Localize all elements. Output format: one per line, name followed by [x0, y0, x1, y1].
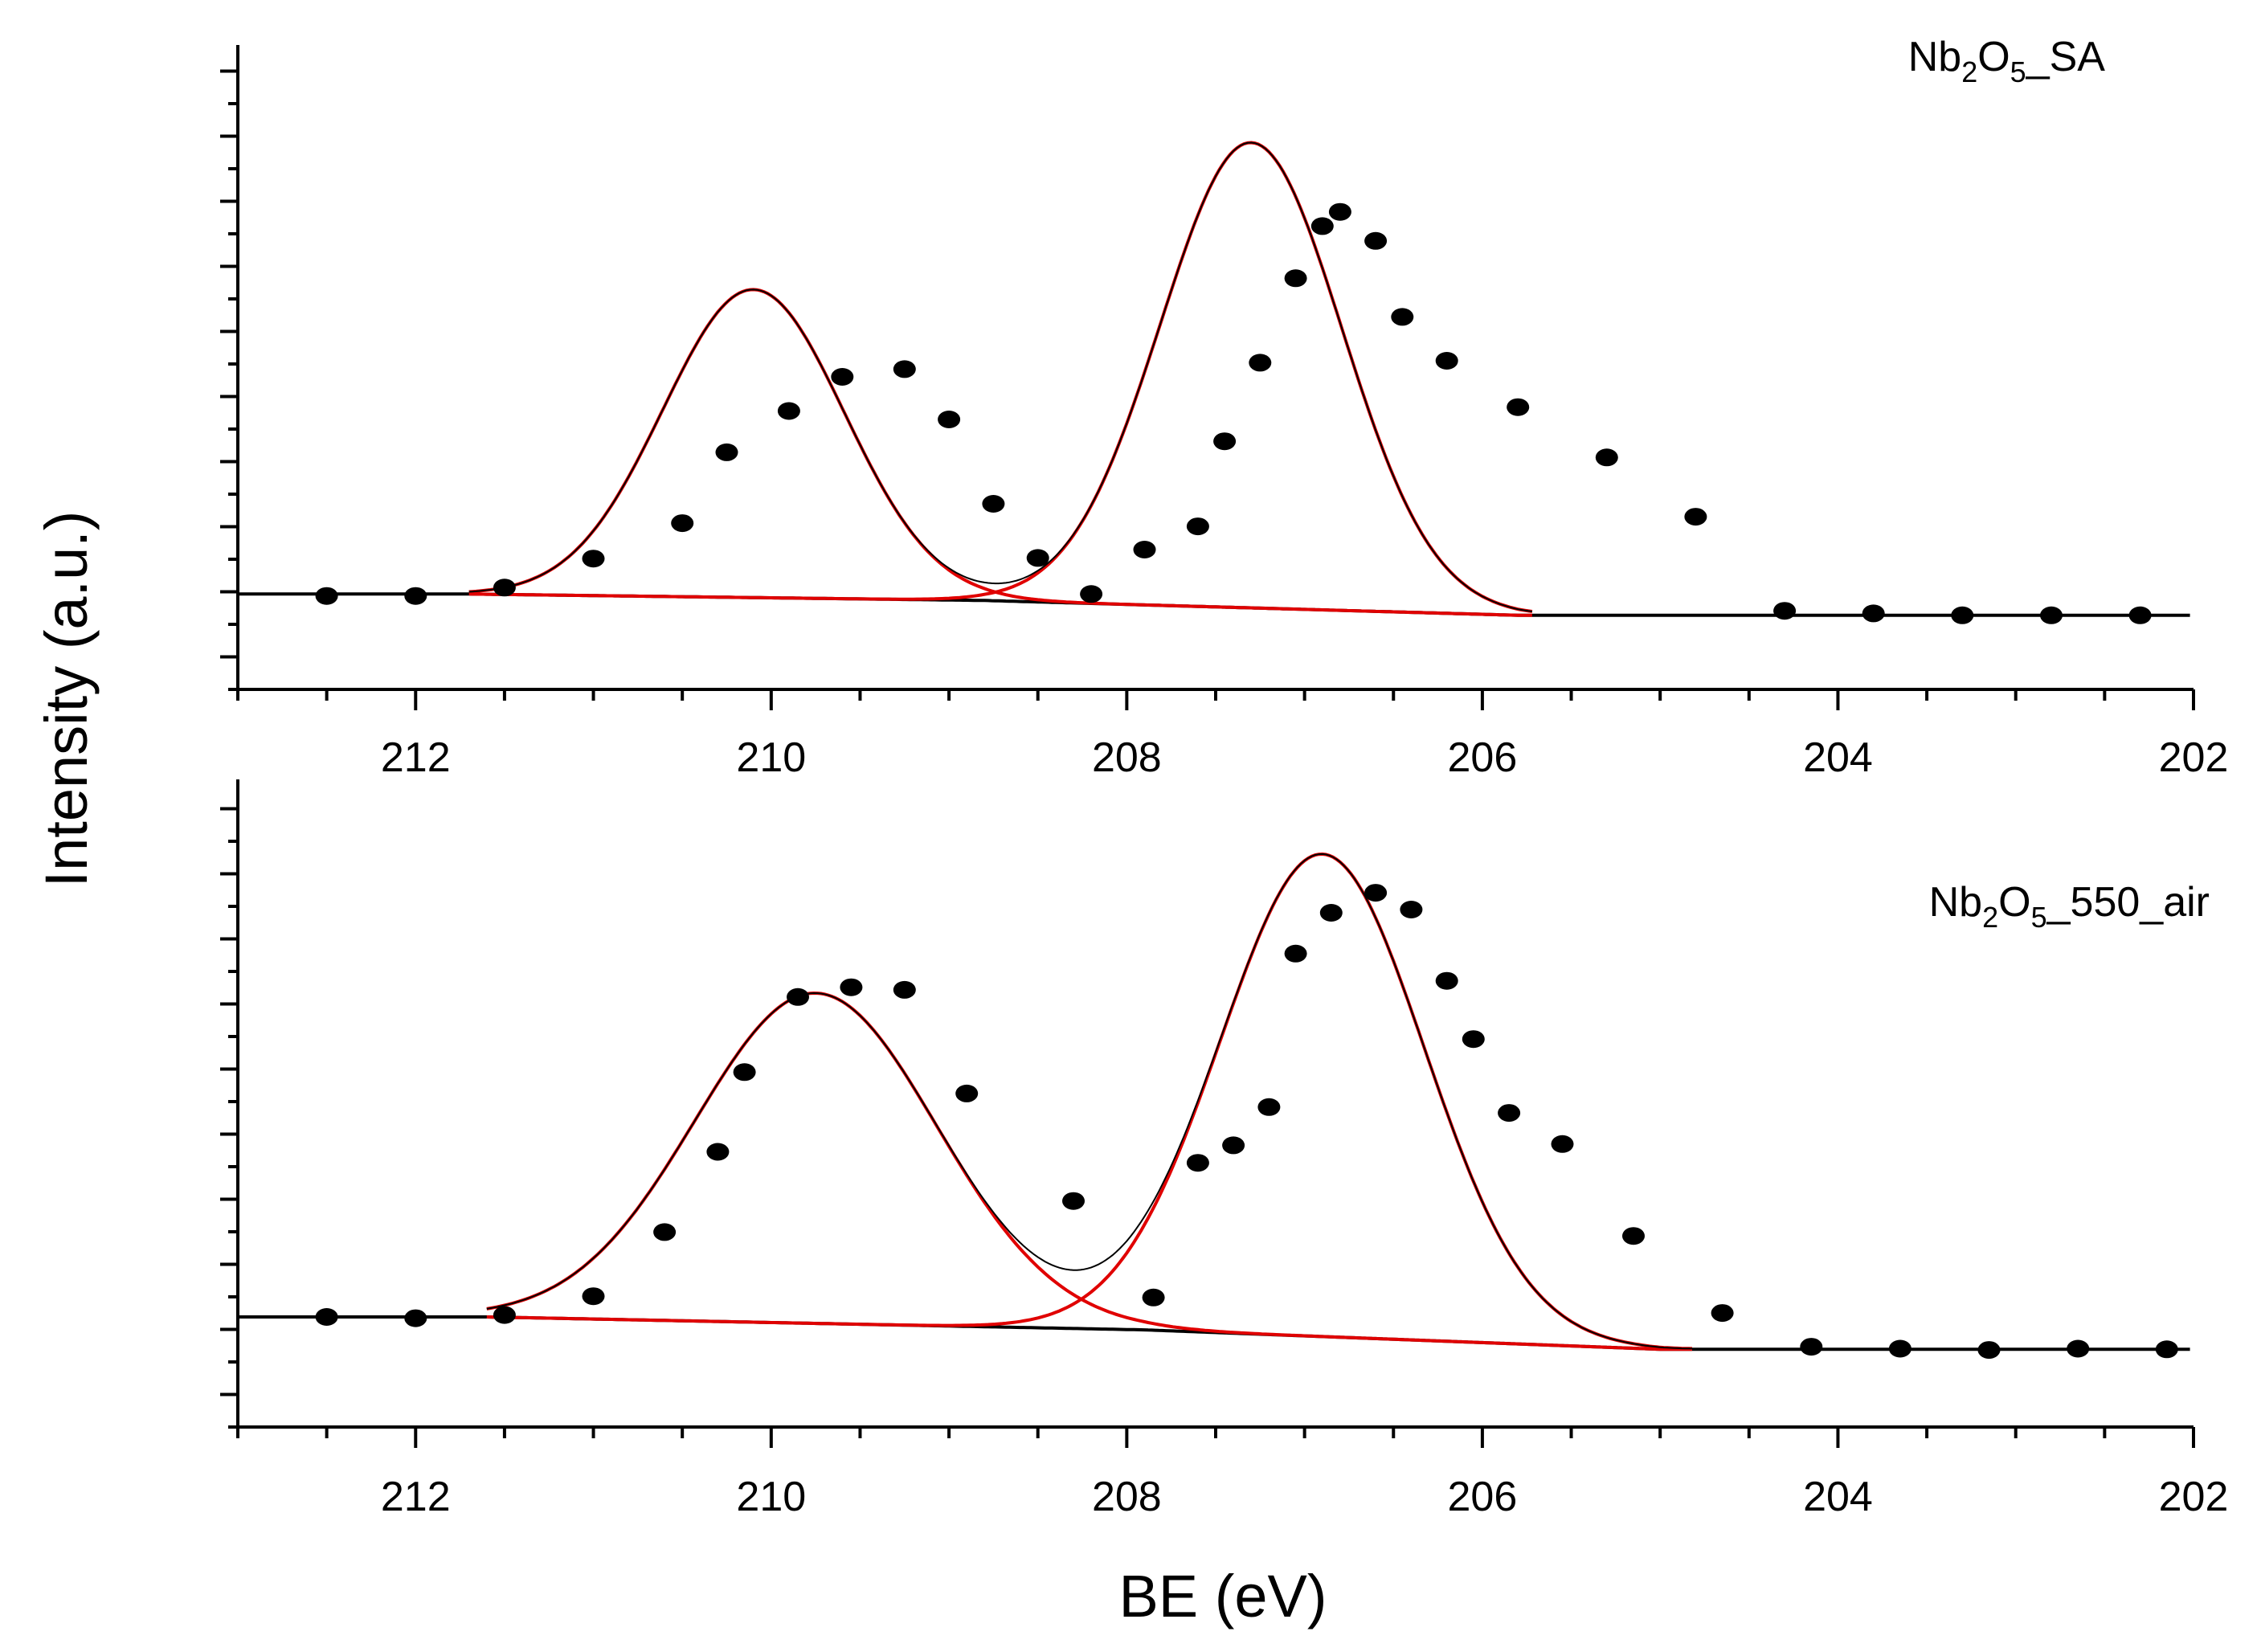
top-panel: Nb2O5_SA 212 210 208 206 204 202 — [220, 34, 2228, 781]
x-tick-label: 208 — [1092, 1474, 1162, 1520]
fit-envelope — [468, 141, 1533, 612]
bottom-panel: Nb2O5_550_air 212 210 208 206 204 202 — [220, 779, 2228, 1520]
data-point — [1773, 602, 1797, 620]
x-tick-label: 202 — [2159, 1474, 2229, 1520]
data-point — [787, 988, 809, 1006]
data-point — [1310, 217, 1334, 235]
data-point — [706, 1143, 730, 1161]
x-tick-label: 210 — [736, 734, 806, 781]
data-point — [840, 978, 863, 996]
data-point — [733, 1063, 756, 1082]
data-point — [404, 1309, 427, 1327]
data-point — [1257, 1098, 1281, 1116]
data-point — [982, 495, 1005, 513]
data-point — [1222, 1136, 1245, 1155]
data-point — [1498, 1104, 1521, 1122]
x-tick-label: 204 — [1803, 734, 1873, 781]
data-point — [1951, 606, 1974, 624]
x-tick-label: 204 — [1803, 1474, 1873, 1520]
data-point — [1888, 1339, 1911, 1358]
data-point — [1364, 884, 1388, 902]
data-point — [1551, 1135, 1574, 1153]
data-point — [1062, 1192, 1085, 1210]
data-point — [582, 1287, 605, 1306]
x-axis-title: BE (eV) — [1118, 1563, 1327, 1630]
data-point — [1364, 231, 1388, 250]
data-point — [2067, 1339, 2090, 1358]
data-point — [1284, 944, 1307, 963]
data-point — [1400, 901, 1423, 918]
data-point — [404, 587, 427, 605]
bottom-sample-label: Nb2O5_550_air — [1929, 879, 2210, 934]
x-tick-label: 210 — [736, 1474, 806, 1520]
y-axis-title: Intensity (a.u.) — [33, 511, 100, 888]
data-point — [1711, 1304, 1734, 1323]
data-point — [1026, 549, 1049, 567]
data-point — [1133, 541, 1156, 558]
data-point — [1186, 517, 1209, 536]
data-point — [315, 587, 338, 605]
data-point — [715, 443, 738, 461]
data-point — [671, 514, 694, 533]
data-point — [1391, 308, 1414, 326]
data-point — [1977, 1341, 2001, 1360]
data-point — [1435, 352, 1458, 370]
x-tick-label: 212 — [381, 1474, 451, 1520]
data-point — [1249, 354, 1272, 372]
x-tick-label: 202 — [2159, 734, 2229, 781]
data-point — [1080, 585, 1103, 603]
x-tick-label: 212 — [381, 734, 451, 781]
data-point — [1800, 1338, 1823, 1356]
data-point — [1213, 432, 1237, 451]
data-point — [1684, 508, 1707, 526]
data-point — [2128, 606, 2152, 624]
data-point — [1328, 202, 1351, 221]
data-point — [1862, 604, 1885, 623]
data-point — [893, 360, 916, 378]
data-point — [1507, 398, 1530, 416]
data-point — [1186, 1154, 1209, 1172]
x-tick-label: 206 — [1448, 734, 1518, 781]
data-point — [582, 550, 605, 568]
data-point — [893, 980, 916, 999]
data-point — [777, 402, 800, 420]
top-sample-label: Nb2O5_SA — [1908, 34, 2106, 88]
data-point — [1595, 448, 1618, 467]
data-point — [1462, 1030, 1485, 1049]
data-point — [493, 1306, 516, 1324]
data-point — [1435, 971, 1458, 990]
x-tick-label: 208 — [1092, 734, 1162, 781]
data-point — [2040, 606, 2063, 624]
data-point — [1319, 904, 1343, 922]
x-tick-label: 206 — [1448, 1474, 1518, 1520]
data-point — [1284, 269, 1307, 288]
data-point — [315, 1308, 338, 1326]
data-point — [653, 1223, 677, 1241]
data-point — [2155, 1340, 2178, 1359]
data-point — [493, 579, 516, 597]
data-point — [831, 368, 854, 386]
data-point — [955, 1084, 979, 1102]
data-point — [1622, 1227, 1645, 1245]
fit-envelope — [486, 853, 1693, 1350]
data-point — [938, 411, 961, 428]
data-point — [1142, 1288, 1165, 1306]
